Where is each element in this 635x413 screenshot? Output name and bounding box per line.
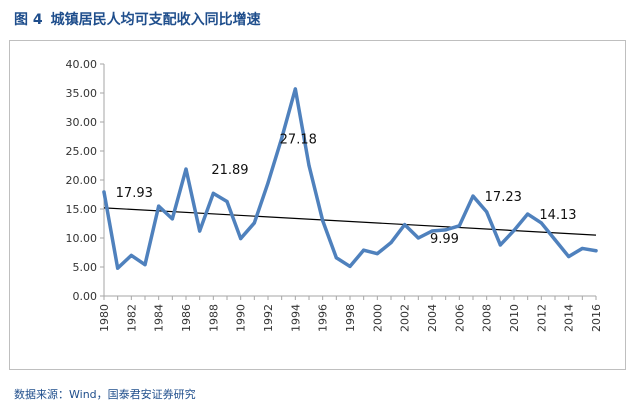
y-tick-label: 20.00	[66, 174, 98, 187]
y-tick-label: 0.00	[73, 290, 98, 303]
y-tick-label: 25.00	[66, 145, 98, 158]
data-point	[184, 167, 188, 171]
x-tick-label: 1996	[317, 304, 330, 332]
data-point	[334, 256, 338, 260]
x-tick-label: 1988	[207, 304, 220, 332]
data-point	[129, 253, 133, 257]
x-tick-label: 2004	[426, 304, 439, 332]
data-point	[116, 266, 120, 270]
x-tick-label: 1986	[180, 304, 193, 332]
figure-number: 图 4	[14, 12, 43, 28]
x-tick-label: 2000	[371, 304, 384, 332]
y-tick-label: 5.00	[73, 261, 98, 274]
y-tick-label: 30.00	[66, 116, 98, 129]
figure-title-text: 城镇居民人均可支配收入同比增速	[50, 12, 261, 28]
data-point	[239, 236, 243, 241]
data-point	[102, 190, 106, 194]
data-point	[512, 228, 516, 233]
chart-frame	[9, 40, 626, 370]
x-tick-label: 2010	[508, 304, 521, 332]
data-point	[594, 249, 598, 253]
x-tick-label: 1998	[344, 304, 357, 332]
data-source-note: 数据来源：Wind，国泰君安证券研究	[14, 388, 196, 401]
x-tick-label: 1984	[153, 304, 166, 332]
data-label: 17.93	[116, 186, 153, 201]
y-tick-label: 10.00	[66, 232, 98, 245]
data-point	[526, 212, 530, 216]
data-label: 9.99	[430, 232, 459, 247]
x-tick-label: 2006	[453, 304, 466, 332]
series-line	[102, 87, 598, 270]
x-tick-label: 2016	[590, 304, 603, 332]
x-tick-label: 1992	[262, 304, 275, 332]
data-point	[471, 194, 475, 198]
data-point	[211, 191, 215, 195]
data-point	[375, 252, 379, 256]
data-point	[157, 204, 161, 208]
data-point	[143, 263, 147, 267]
data-point	[430, 229, 434, 233]
data-label: 17.23	[485, 190, 522, 205]
data-point	[498, 243, 502, 247]
x-tick-label: 1994	[289, 304, 302, 332]
figure-title: 图 4 城镇居民人均可支配收入同比增速	[14, 9, 261, 29]
data-point	[225, 199, 229, 204]
data-point	[457, 224, 461, 228]
data-point	[403, 223, 407, 227]
x-tick-label: 1980	[98, 304, 111, 332]
x-tick-label: 1982	[125, 304, 138, 332]
data-point	[389, 241, 393, 245]
data-point	[321, 219, 325, 223]
data-point	[553, 238, 557, 242]
data-point	[198, 229, 202, 233]
data-point	[444, 228, 448, 232]
data-point	[567, 254, 571, 259]
data-label: 27.18	[280, 132, 317, 147]
x-tick-label: 1990	[235, 304, 248, 332]
x-tick-label: 2014	[563, 304, 576, 332]
data-point	[416, 236, 420, 240]
data-point	[307, 163, 311, 168]
data-point	[362, 248, 366, 252]
data-point	[348, 264, 352, 269]
x-tick-label: 2002	[399, 304, 412, 332]
data-point	[539, 221, 543, 225]
data-point	[266, 181, 270, 185]
y-tick-label: 35.00	[66, 87, 98, 100]
data-point	[252, 221, 256, 225]
data-label: 14.13	[539, 208, 576, 223]
data-point	[580, 246, 584, 251]
data-label: 21.89	[211, 163, 248, 178]
data-point	[293, 87, 297, 91]
x-tick-label: 2012	[535, 304, 548, 332]
y-tick-label: 40.00	[66, 58, 98, 71]
data-point	[280, 136, 284, 140]
x-tick-label: 2008	[481, 304, 494, 332]
y-tick-label: 15.00	[66, 203, 98, 216]
data-point	[485, 210, 489, 214]
data-point	[170, 217, 174, 221]
